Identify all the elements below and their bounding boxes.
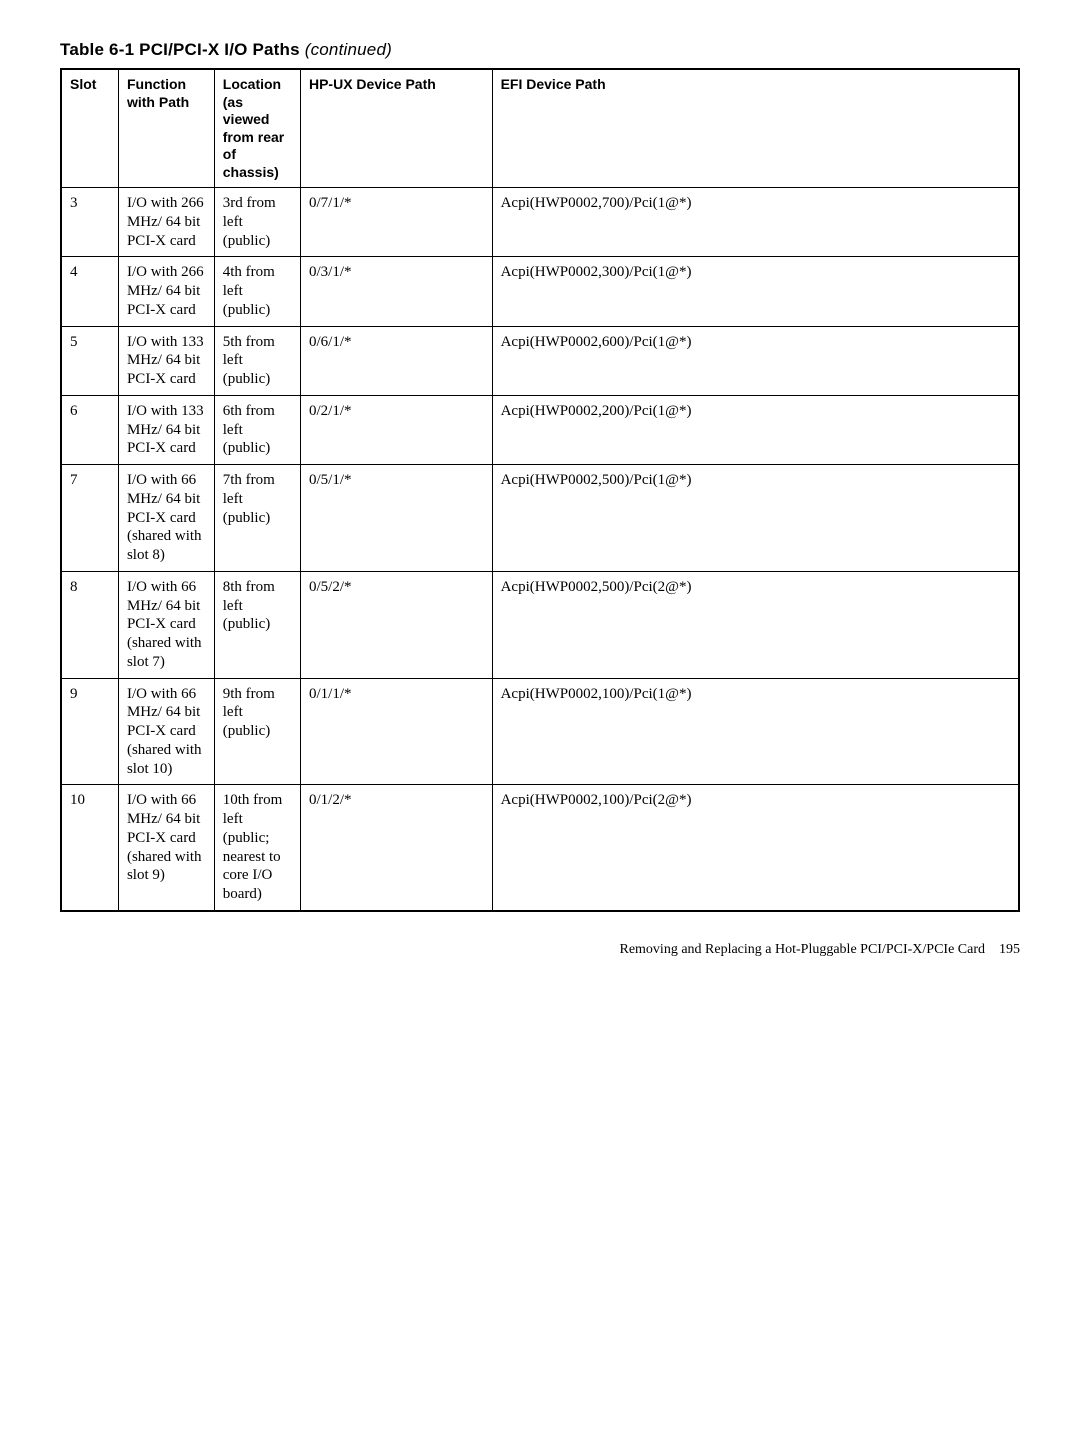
cell-efi: Acpi(HWP0002,500)/Pci(2@*): [492, 571, 1019, 678]
table-row: 8I/O with 66 MHz/ 64 bit PCI-X card (sha…: [61, 571, 1019, 678]
cell-efi: Acpi(HWP0002,100)/Pci(2@*): [492, 785, 1019, 911]
cell-hpux: 0/7/1/*: [300, 188, 492, 257]
cell-slot: 8: [61, 571, 118, 678]
cell-hpux: 0/1/1/*: [300, 678, 492, 785]
cell-func: I/O with 133 MHz/ 64 bit PCI-X card: [118, 395, 214, 464]
col-slot: Slot: [61, 69, 118, 188]
cell-slot: 4: [61, 257, 118, 326]
cell-hpux: 0/6/1/*: [300, 326, 492, 395]
cell-hpux: 0/3/1/*: [300, 257, 492, 326]
table-row: 5I/O with 133 MHz/ 64 bit PCI-X card5th …: [61, 326, 1019, 395]
title-prefix: Table 6-1 PCI/PCI-X I/O Paths: [60, 40, 300, 59]
cell-hpux: 0/2/1/*: [300, 395, 492, 464]
io-paths-table: Slot Function with Path Location (as vie…: [60, 68, 1020, 912]
cell-func: I/O with 66 MHz/ 64 bit PCI-X card (shar…: [118, 785, 214, 911]
cell-hpux: 0/1/2/*: [300, 785, 492, 911]
cell-func: I/O with 66 MHz/ 64 bit PCI-X card (shar…: [118, 678, 214, 785]
cell-efi: Acpi(HWP0002,200)/Pci(1@*): [492, 395, 1019, 464]
table-row: 3I/O with 266 MHz/ 64 bit PCI-X card3rd …: [61, 188, 1019, 257]
cell-hpux: 0/5/1/*: [300, 465, 492, 572]
footer-page: 195: [999, 942, 1020, 957]
table-body: 3I/O with 266 MHz/ 64 bit PCI-X card3rd …: [61, 188, 1019, 911]
cell-loc: 4th from left (public): [214, 257, 300, 326]
cell-slot: 6: [61, 395, 118, 464]
cell-loc: 6th from left (public): [214, 395, 300, 464]
cell-func: I/O with 66 MHz/ 64 bit PCI-X card (shar…: [118, 465, 214, 572]
table-header-row: Slot Function with Path Location (as vie…: [61, 69, 1019, 188]
cell-slot: 3: [61, 188, 118, 257]
cell-slot: 9: [61, 678, 118, 785]
cell-func: I/O with 266 MHz/ 64 bit PCI-X card: [118, 257, 214, 326]
cell-efi: Acpi(HWP0002,700)/Pci(1@*): [492, 188, 1019, 257]
cell-efi: Acpi(HWP0002,100)/Pci(1@*): [492, 678, 1019, 785]
col-efi: EFI Device Path: [492, 69, 1019, 188]
cell-loc: 7th from left (public): [214, 465, 300, 572]
table-title: Table 6-1 PCI/PCI-X I/O Paths (continued…: [60, 40, 1020, 60]
cell-loc: 9th from left (public): [214, 678, 300, 785]
cell-efi: Acpi(HWP0002,300)/Pci(1@*): [492, 257, 1019, 326]
cell-loc: 10th from left (public; nearest to core …: [214, 785, 300, 911]
table-row: 7I/O with 66 MHz/ 64 bit PCI-X card (sha…: [61, 465, 1019, 572]
footer-text: Removing and Replacing a Hot-Pluggable P…: [619, 942, 985, 957]
cell-slot: 5: [61, 326, 118, 395]
cell-loc: 5th from left (public): [214, 326, 300, 395]
table-row: 6I/O with 133 MHz/ 64 bit PCI-X card6th …: [61, 395, 1019, 464]
table-row: 4I/O with 266 MHz/ 64 bit PCI-X card4th …: [61, 257, 1019, 326]
cell-slot: 7: [61, 465, 118, 572]
cell-slot: 10: [61, 785, 118, 911]
cell-loc: 8th from left (public): [214, 571, 300, 678]
cell-hpux: 0/5/2/*: [300, 571, 492, 678]
cell-loc: 3rd from left (public): [214, 188, 300, 257]
col-hpux: HP-UX Device Path: [300, 69, 492, 188]
page-footer: Removing and Replacing a Hot-Pluggable P…: [60, 942, 1020, 958]
title-suffix: (continued): [305, 40, 392, 59]
table-row: 10I/O with 66 MHz/ 64 bit PCI-X card (sh…: [61, 785, 1019, 911]
cell-efi: Acpi(HWP0002,600)/Pci(1@*): [492, 326, 1019, 395]
table-row: 9I/O with 66 MHz/ 64 bit PCI-X card (sha…: [61, 678, 1019, 785]
cell-func: I/O with 66 MHz/ 64 bit PCI-X card (shar…: [118, 571, 214, 678]
cell-efi: Acpi(HWP0002,500)/Pci(1@*): [492, 465, 1019, 572]
cell-func: I/O with 266 MHz/ 64 bit PCI-X card: [118, 188, 214, 257]
col-function: Function with Path: [118, 69, 214, 188]
cell-func: I/O with 133 MHz/ 64 bit PCI-X card: [118, 326, 214, 395]
col-location: Location (as viewed from rear of chassis…: [214, 69, 300, 188]
